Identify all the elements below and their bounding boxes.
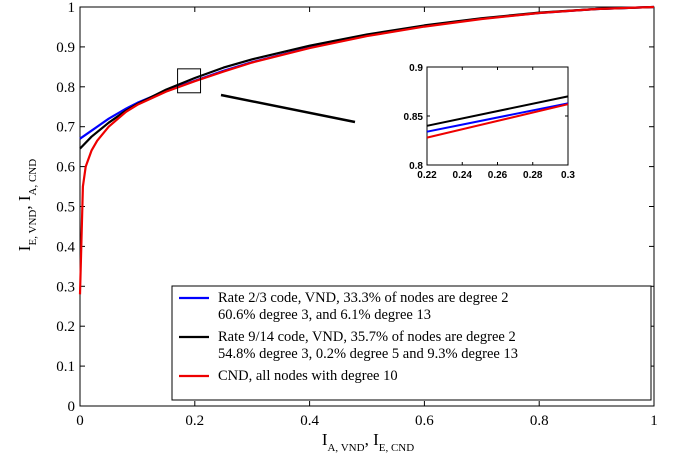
y-tick-label: 0.3: [56, 279, 75, 295]
y-tick-label: 0: [68, 399, 76, 415]
x-tick-label: 0.8: [530, 413, 549, 429]
y-tick-label: 0.9: [56, 40, 75, 56]
y-tick-label: 0.1: [56, 359, 75, 375]
y-tick-label: 0.2: [56, 319, 75, 335]
zoom-pointer-line: [220, 93, 356, 124]
legend-label-1: Rate 2/3 code, VND, 33.3% of nodes are d…: [218, 290, 508, 306]
y-tick-label: 0.7: [56, 120, 75, 136]
x-tick-label: 1: [650, 413, 658, 429]
inset-x-tick-label: 0.3: [561, 170, 575, 181]
legend-label-2: 54.8% degree 3, 0.2% degree 5 and 9.3% d…: [218, 346, 518, 362]
inset-x-tick-label: 0.22: [417, 170, 437, 181]
legend-label-3: CND, all nodes with degree 10: [218, 368, 398, 384]
inset-plot: 0.22 0.24 0.26 0.28 0.3 0.8 0.85 0.9: [404, 63, 576, 181]
inset-y-tick-label: 0.9: [409, 63, 423, 74]
inset-x-tick-label: 0.26: [488, 170, 508, 181]
main-axes: 0 0.2 0.4 0.6 0.8 100.10.20.30.40.50.60.70.80…: [56, 0, 658, 429]
inset-y-tick-label: 0.85: [404, 112, 424, 123]
y-tick-label: 0.5: [56, 200, 75, 216]
x-tick-label: 0: [76, 413, 84, 429]
x-tick-label: 0.2: [185, 413, 204, 429]
y-tick-label: 1: [68, 0, 76, 16]
x-tick-label: 0.4: [300, 413, 319, 429]
legend-label-2: Rate 9/14 code, VND, 35.7% of nodes are …: [218, 329, 516, 345]
inset-series-line-3: [426, 103, 569, 139]
inset-y-tick-label: 0.8: [409, 161, 423, 172]
zoom-box: [177, 68, 202, 94]
inset-series-line-2: [426, 95, 569, 127]
legend: Rate 2/3 code, VND, 33.3% of nodes are d…: [171, 285, 652, 401]
y-tick-label: 0.4: [56, 239, 75, 255]
inset-x-tick-label: 0.28: [523, 170, 543, 181]
y-tick-label: 0.8: [56, 80, 75, 96]
legend-label-1: 60.6% degree 3, and 6.1% degree 13: [218, 307, 431, 323]
y-tick-label: 0.6: [56, 160, 75, 176]
x-axis-title: IA, VND, IE, CND: [322, 430, 414, 454]
zoom-indicator: [177, 68, 356, 124]
x-tick-label: 0.6: [415, 413, 434, 429]
series-line-3: [78, 5, 655, 295]
inset-x-tick-label: 0.24: [453, 170, 473, 181]
y-axis-title: IE, VND, IA, CND: [15, 159, 39, 251]
legend-box: [171, 285, 652, 401]
inset-frame: [426, 66, 569, 166]
series-layer: [78, 5, 655, 295]
inset-series-line-1: [426, 102, 569, 133]
